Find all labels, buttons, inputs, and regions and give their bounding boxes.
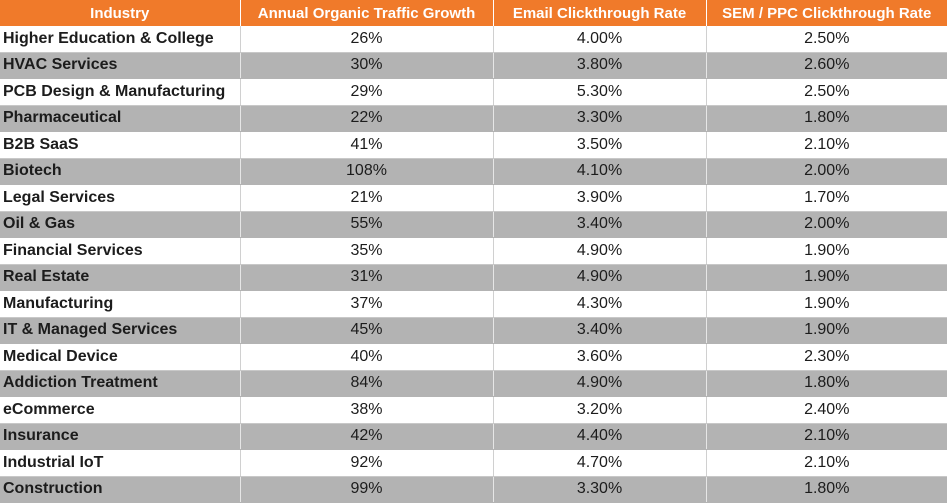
cell-email-clickthrough: 4.10% xyxy=(493,158,707,185)
cell-industry: eCommerce xyxy=(0,396,241,424)
cell-sem-ppc-clickthrough: 2.40% xyxy=(706,396,947,424)
cell-email-clickthrough: 4.30% xyxy=(493,290,707,318)
table-header: Industry Annual Organic Traffic Growth E… xyxy=(0,0,947,26)
cell-organic-traffic-growth: 26% xyxy=(240,26,494,53)
cell-industry: Manufacturing xyxy=(0,290,241,318)
table-row: IT & Managed Services 45% 3.40% 1.90% xyxy=(0,317,947,344)
header-annual-organic-traffic-growth: Annual Organic Traffic Growth xyxy=(240,0,494,26)
cell-organic-traffic-growth: 30% xyxy=(240,52,494,79)
cell-organic-traffic-growth: 92% xyxy=(240,449,494,477)
cell-industry: Medical Device xyxy=(0,343,241,371)
table-row: Legal Services 21% 3.90% 1.70% xyxy=(0,184,947,212)
header-sem-ppc-clickthrough-rate: SEM / PPC Clickthrough Rate xyxy=(706,0,947,26)
cell-sem-ppc-clickthrough: 2.10% xyxy=(706,131,947,159)
cell-email-clickthrough: 3.40% xyxy=(493,317,707,344)
cell-industry: Biotech xyxy=(0,158,241,185)
table-row: Oil & Gas 55% 3.40% 2.00% xyxy=(0,211,947,238)
table-row: Addiction Treatment 84% 4.90% 1.80% xyxy=(0,370,947,397)
cell-industry: Addiction Treatment xyxy=(0,370,241,397)
cell-sem-ppc-clickthrough: 1.80% xyxy=(706,370,947,397)
cell-sem-ppc-clickthrough: 1.90% xyxy=(706,264,947,291)
cell-email-clickthrough: 3.20% xyxy=(493,396,707,424)
table-row: Real Estate 31% 4.90% 1.90% xyxy=(0,264,947,291)
cell-sem-ppc-clickthrough: 1.90% xyxy=(706,237,947,265)
cell-organic-traffic-growth: 84% xyxy=(240,370,494,397)
cell-organic-traffic-growth: 45% xyxy=(240,317,494,344)
table-row: Manufacturing 37% 4.30% 1.90% xyxy=(0,290,947,318)
table-row: Biotech 108% 4.10% 2.00% xyxy=(0,158,947,185)
table-row: Pharmaceutical 22% 3.30% 1.80% xyxy=(0,105,947,132)
cell-email-clickthrough: 3.90% xyxy=(493,184,707,212)
cell-email-clickthrough: 4.90% xyxy=(493,237,707,265)
cell-sem-ppc-clickthrough: 2.50% xyxy=(706,26,947,53)
cell-organic-traffic-growth: 99% xyxy=(240,476,494,503)
cell-organic-traffic-growth: 41% xyxy=(240,131,494,159)
table-row: PCB Design & Manufacturing 29% 5.30% 2.50% xyxy=(0,78,947,106)
cell-sem-ppc-clickthrough: 2.00% xyxy=(706,211,947,238)
table-row: Construction 99% 3.30% 1.80% xyxy=(0,476,947,503)
table-row: Medical Device 40% 3.60% 2.30% xyxy=(0,343,947,371)
cell-industry: PCB Design & Manufacturing xyxy=(0,78,241,106)
cell-sem-ppc-clickthrough: 2.10% xyxy=(706,449,947,477)
cell-sem-ppc-clickthrough: 2.50% xyxy=(706,78,947,106)
cell-organic-traffic-growth: 21% xyxy=(240,184,494,212)
cell-organic-traffic-growth: 38% xyxy=(240,396,494,424)
header-email-clickthrough-rate: Email Clickthrough Rate xyxy=(493,0,707,26)
table-row: HVAC Services 30% 3.80% 2.60% xyxy=(0,52,947,79)
cell-organic-traffic-growth: 35% xyxy=(240,237,494,265)
header-row: Industry Annual Organic Traffic Growth E… xyxy=(0,0,947,26)
table-row: Insurance 42% 4.40% 2.10% xyxy=(0,423,947,450)
cell-email-clickthrough: 4.90% xyxy=(493,264,707,291)
cell-sem-ppc-clickthrough: 2.10% xyxy=(706,423,947,450)
table-row: B2B SaaS 41% 3.50% 2.10% xyxy=(0,131,947,159)
cell-organic-traffic-growth: 42% xyxy=(240,423,494,450)
cell-email-clickthrough: 4.90% xyxy=(493,370,707,397)
cell-email-clickthrough: 3.80% xyxy=(493,52,707,79)
cell-industry: Oil & Gas xyxy=(0,211,241,238)
cell-organic-traffic-growth: 108% xyxy=(240,158,494,185)
cell-industry: Financial Services xyxy=(0,237,241,265)
cell-industry: Insurance xyxy=(0,423,241,450)
table-row: Industrial IoT 92% 4.70% 2.10% xyxy=(0,449,947,477)
cell-email-clickthrough: 3.40% xyxy=(493,211,707,238)
cell-organic-traffic-growth: 40% xyxy=(240,343,494,371)
cell-email-clickthrough: 4.00% xyxy=(493,26,707,53)
cell-sem-ppc-clickthrough: 2.30% xyxy=(706,343,947,371)
cell-sem-ppc-clickthrough: 1.80% xyxy=(706,105,947,132)
cell-email-clickthrough: 4.70% xyxy=(493,449,707,477)
cell-email-clickthrough: 3.60% xyxy=(493,343,707,371)
cell-email-clickthrough: 3.50% xyxy=(493,131,707,159)
cell-industry: B2B SaaS xyxy=(0,131,241,159)
cell-organic-traffic-growth: 29% xyxy=(240,78,494,106)
cell-email-clickthrough: 3.30% xyxy=(493,105,707,132)
cell-industry: IT & Managed Services xyxy=(0,317,241,344)
header-industry: Industry xyxy=(0,0,241,26)
cell-industry: Pharmaceutical xyxy=(0,105,241,132)
cell-sem-ppc-clickthrough: 1.90% xyxy=(706,290,947,318)
table-row: Financial Services 35% 4.90% 1.90% xyxy=(0,237,947,265)
cell-organic-traffic-growth: 31% xyxy=(240,264,494,291)
cell-sem-ppc-clickthrough: 2.00% xyxy=(706,158,947,185)
table-row: eCommerce 38% 3.20% 2.40% xyxy=(0,396,947,424)
cell-email-clickthrough: 3.30% xyxy=(493,476,707,503)
cell-industry: Real Estate xyxy=(0,264,241,291)
cell-sem-ppc-clickthrough: 1.80% xyxy=(706,476,947,503)
table-row: Higher Education & College 26% 4.00% 2.50% xyxy=(0,26,947,53)
cell-sem-ppc-clickthrough: 1.90% xyxy=(706,317,947,344)
cell-industry: Higher Education & College xyxy=(0,26,241,53)
cell-organic-traffic-growth: 55% xyxy=(240,211,494,238)
cell-sem-ppc-clickthrough: 1.70% xyxy=(706,184,947,212)
cell-industry: Industrial IoT xyxy=(0,449,241,477)
cell-industry: HVAC Services xyxy=(0,52,241,79)
cell-organic-traffic-growth: 22% xyxy=(240,105,494,132)
cell-email-clickthrough: 4.40% xyxy=(493,423,707,450)
cell-sem-ppc-clickthrough: 2.60% xyxy=(706,52,947,79)
cell-organic-traffic-growth: 37% xyxy=(240,290,494,318)
cell-industry: Construction xyxy=(0,476,241,503)
cell-email-clickthrough: 5.30% xyxy=(493,78,707,106)
cell-industry: Legal Services xyxy=(0,184,241,212)
table-body: Higher Education & College 26% 4.00% 2.50% H… xyxy=(0,26,947,503)
